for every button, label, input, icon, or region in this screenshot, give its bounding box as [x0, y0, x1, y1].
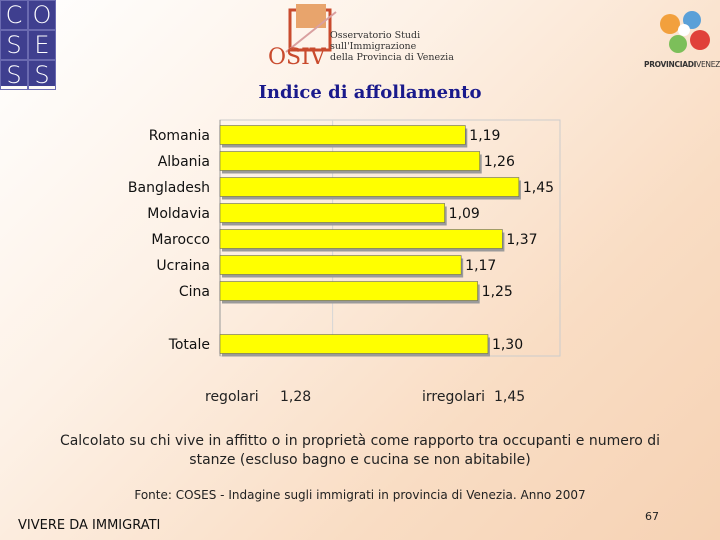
coses-letter: E: [28, 30, 56, 60]
coses-letter: S: [28, 60, 56, 90]
osiv-logo: OSIV: [268, 4, 337, 70]
value-label: 1,17: [465, 258, 496, 274]
bar: [219, 334, 489, 354]
page-number: 67: [645, 510, 659, 523]
irregolari-label: irregolari: [422, 389, 486, 405]
value-label: 1,25: [482, 284, 513, 300]
category-label: Marocco: [151, 232, 210, 248]
category-label: Albania: [158, 154, 210, 170]
osiv-mark: OSIV: [268, 45, 327, 70]
osiv-text: Osservatorio Studi sull'Immigrazione del…: [330, 30, 454, 63]
value-label: 1,37: [506, 232, 537, 248]
bar: [219, 125, 466, 145]
category-label: Bangladesh: [128, 180, 210, 196]
footer-title: VIVERE DA IMMIGRATI: [18, 518, 161, 533]
bar: [219, 151, 481, 171]
osiv-line: della Provincia di Venezia: [330, 52, 454, 63]
bar: [219, 177, 520, 197]
category-label: Ucraina: [156, 258, 210, 274]
method-note: Calcolato su chi vive in affitto o in pr…: [40, 432, 680, 470]
value-label: 1,30: [492, 337, 523, 353]
coses-logo: C O S E S S: [0, 0, 56, 90]
value-label: 1,09: [449, 206, 480, 222]
bar: [219, 229, 503, 249]
chart-title: Indice di affollamento: [258, 82, 482, 103]
bar-chart: Romania 1,19 Albania 1,26 Bangladesh 1,45 Mold…: [128, 119, 561, 357]
coses-letter: O: [28, 0, 56, 30]
value-label: 1,45: [523, 180, 554, 196]
coses-letter: C: [0, 0, 28, 30]
bar: [219, 203, 445, 223]
osiv-line: sull'Immigrazione: [330, 41, 417, 52]
irregolari-value: 1,45: [494, 389, 526, 405]
coses-letter: S: [0, 30, 28, 60]
value-label: 1,19: [469, 128, 500, 144]
category-label: Cina: [179, 284, 210, 300]
value-label: 1,26: [484, 154, 515, 170]
osiv-line: Osservatorio Studi: [330, 30, 421, 41]
bar: [219, 255, 462, 275]
category-label: Romania: [149, 128, 210, 144]
regolari-label: regolari: [205, 389, 259, 405]
method-note-line: Calcolato su chi vive in affitto o in pr…: [59, 433, 661, 449]
provincia-bold: PROVINCIADI: [644, 60, 697, 69]
category-label: Totale: [168, 337, 210, 353]
provincia-logo-text: PROVINCIADIVENEZIA: [644, 60, 720, 69]
category-label: Moldavia: [147, 206, 210, 222]
bar: [219, 281, 478, 301]
provincia-light: VENEZIA: [696, 60, 720, 69]
provincia-logo: [660, 11, 710, 53]
regolari-value: 1,28: [280, 389, 312, 405]
coses-letter: S: [0, 60, 28, 90]
method-note-line: stanze (escluso bagno e cucina se non ab…: [189, 452, 531, 468]
source-note: Fonte: COSES - Indagine sugli immigrati …: [134, 488, 586, 502]
